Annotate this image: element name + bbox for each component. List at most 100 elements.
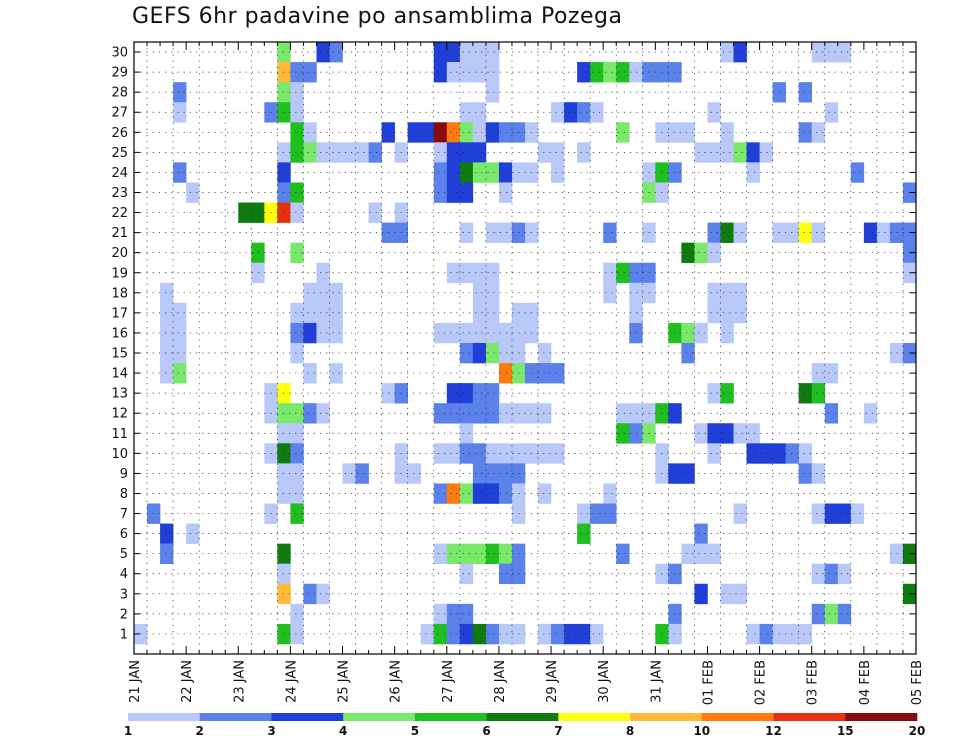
heatmap-cell	[290, 443, 304, 464]
heatmap-cell	[316, 403, 330, 424]
heatmap-cell	[681, 322, 695, 344]
heatmap-cell	[329, 42, 343, 63]
y-tick-label: 28	[111, 86, 128, 101]
heatmap-cell	[720, 222, 734, 243]
heatmap-cell	[707, 102, 721, 123]
heatmap-cell	[603, 503, 617, 524]
heatmap-cell	[407, 122, 422, 143]
heatmap-cell	[303, 302, 317, 324]
heatmap-cell	[746, 423, 760, 444]
heatmap-cell	[472, 463, 487, 484]
heatmap-cell	[277, 483, 291, 504]
heatmap-cell	[303, 403, 317, 424]
colorbar-label: 20	[909, 724, 926, 738]
y-tick-label: 7	[120, 507, 128, 522]
heatmap-cell	[629, 282, 643, 304]
heatmap-cell	[694, 523, 708, 544]
heatmap-cell	[798, 463, 813, 484]
heatmap-cell	[446, 443, 461, 464]
heatmap-cell	[472, 623, 487, 645]
heatmap-cell	[472, 383, 487, 404]
heatmap-cell	[173, 363, 187, 384]
heatmap-cell	[459, 603, 474, 625]
heatmap-cell	[889, 342, 904, 364]
heatmap-cell	[459, 342, 474, 364]
heatmap-cell	[498, 182, 513, 203]
x-tick-label: 01 FEB	[702, 660, 717, 705]
heatmap-cell	[498, 623, 513, 645]
heatmap-cell	[472, 342, 487, 364]
x-tick-label: 28 JAN	[493, 660, 508, 703]
heatmap-cell	[316, 142, 330, 163]
heatmap-cell	[668, 62, 682, 83]
heatmap-cell	[707, 302, 721, 324]
heatmap-cell	[759, 142, 773, 163]
heatmap-cell	[824, 42, 839, 63]
y-tick-label: 1	[120, 627, 128, 642]
y-tick-label: 5	[120, 547, 128, 562]
heatmap-cell	[889, 543, 904, 565]
heatmap-cell	[720, 122, 734, 143]
heatmap-cell	[498, 222, 513, 243]
heatmap-cell	[173, 322, 187, 344]
heatmap-cell	[746, 623, 760, 645]
heatmap-cell	[746, 142, 760, 163]
heatmap-cell	[616, 262, 630, 284]
heatmap-cell	[733, 423, 747, 444]
heatmap-cell	[433, 142, 448, 163]
heatmap-cell	[277, 583, 291, 605]
heatmap-cell	[160, 543, 174, 565]
heatmap-cell	[290, 62, 304, 83]
heatmap-cell	[472, 162, 487, 183]
x-tick-label: 04 FEB	[858, 660, 873, 705]
heatmap-cell	[485, 82, 500, 103]
heatmap-cell	[290, 242, 304, 264]
heatmap-cell	[551, 142, 565, 163]
x-tick-label: 24 JAN	[284, 660, 299, 703]
y-tick-label: 22	[111, 206, 128, 221]
y-tick-label: 21	[111, 226, 128, 241]
heatmap-cell	[811, 383, 826, 404]
heatmap-cell	[433, 403, 448, 424]
heatmap-cell	[629, 302, 643, 324]
heatmap-cell	[316, 262, 330, 284]
heatmap-cell	[707, 222, 721, 243]
heatmap-cell	[681, 543, 695, 565]
heatmap-cell	[459, 383, 474, 404]
heatmap-cell	[485, 62, 500, 83]
heatmap-cell	[329, 363, 343, 384]
heatmap-cell	[173, 162, 187, 183]
heatmap-cell	[485, 403, 500, 424]
heatmap-cell	[485, 262, 500, 284]
heatmap-cell	[498, 463, 513, 484]
heatmap-cell	[290, 623, 304, 645]
heatmap-cell	[551, 162, 565, 183]
colorbar-swatch	[199, 713, 272, 721]
heatmap-cell	[707, 423, 721, 444]
heatmap-cell	[850, 503, 865, 524]
heatmap-cell	[668, 322, 682, 344]
heatmap-cell	[498, 322, 513, 344]
heatmap-cell	[290, 603, 304, 625]
heatmap-cell	[707, 383, 721, 404]
x-tick-label: 30 JAN	[597, 660, 612, 703]
heatmap-cell	[472, 62, 487, 83]
heatmap-cell	[694, 242, 708, 264]
heatmap-cell	[316, 583, 330, 605]
heatmap-cell	[433, 42, 448, 63]
heatmap-cell	[316, 42, 330, 63]
heatmap-cell	[694, 142, 708, 163]
grid-lines	[134, 42, 916, 654]
heatmap-cell	[629, 262, 643, 284]
heatmap-cell	[303, 142, 317, 163]
heatmap-cell	[290, 182, 304, 203]
heatmap-cell	[303, 583, 317, 605]
heatmap-cell	[277, 383, 291, 404]
y-tick-label: 27	[111, 106, 128, 121]
heatmap-cell	[329, 282, 343, 304]
heatmap-cell	[290, 82, 304, 103]
heatmap-cell	[446, 383, 461, 404]
heatmap-cell	[290, 142, 304, 163]
heatmap-cell	[459, 122, 474, 143]
heatmap-cell	[811, 463, 826, 484]
